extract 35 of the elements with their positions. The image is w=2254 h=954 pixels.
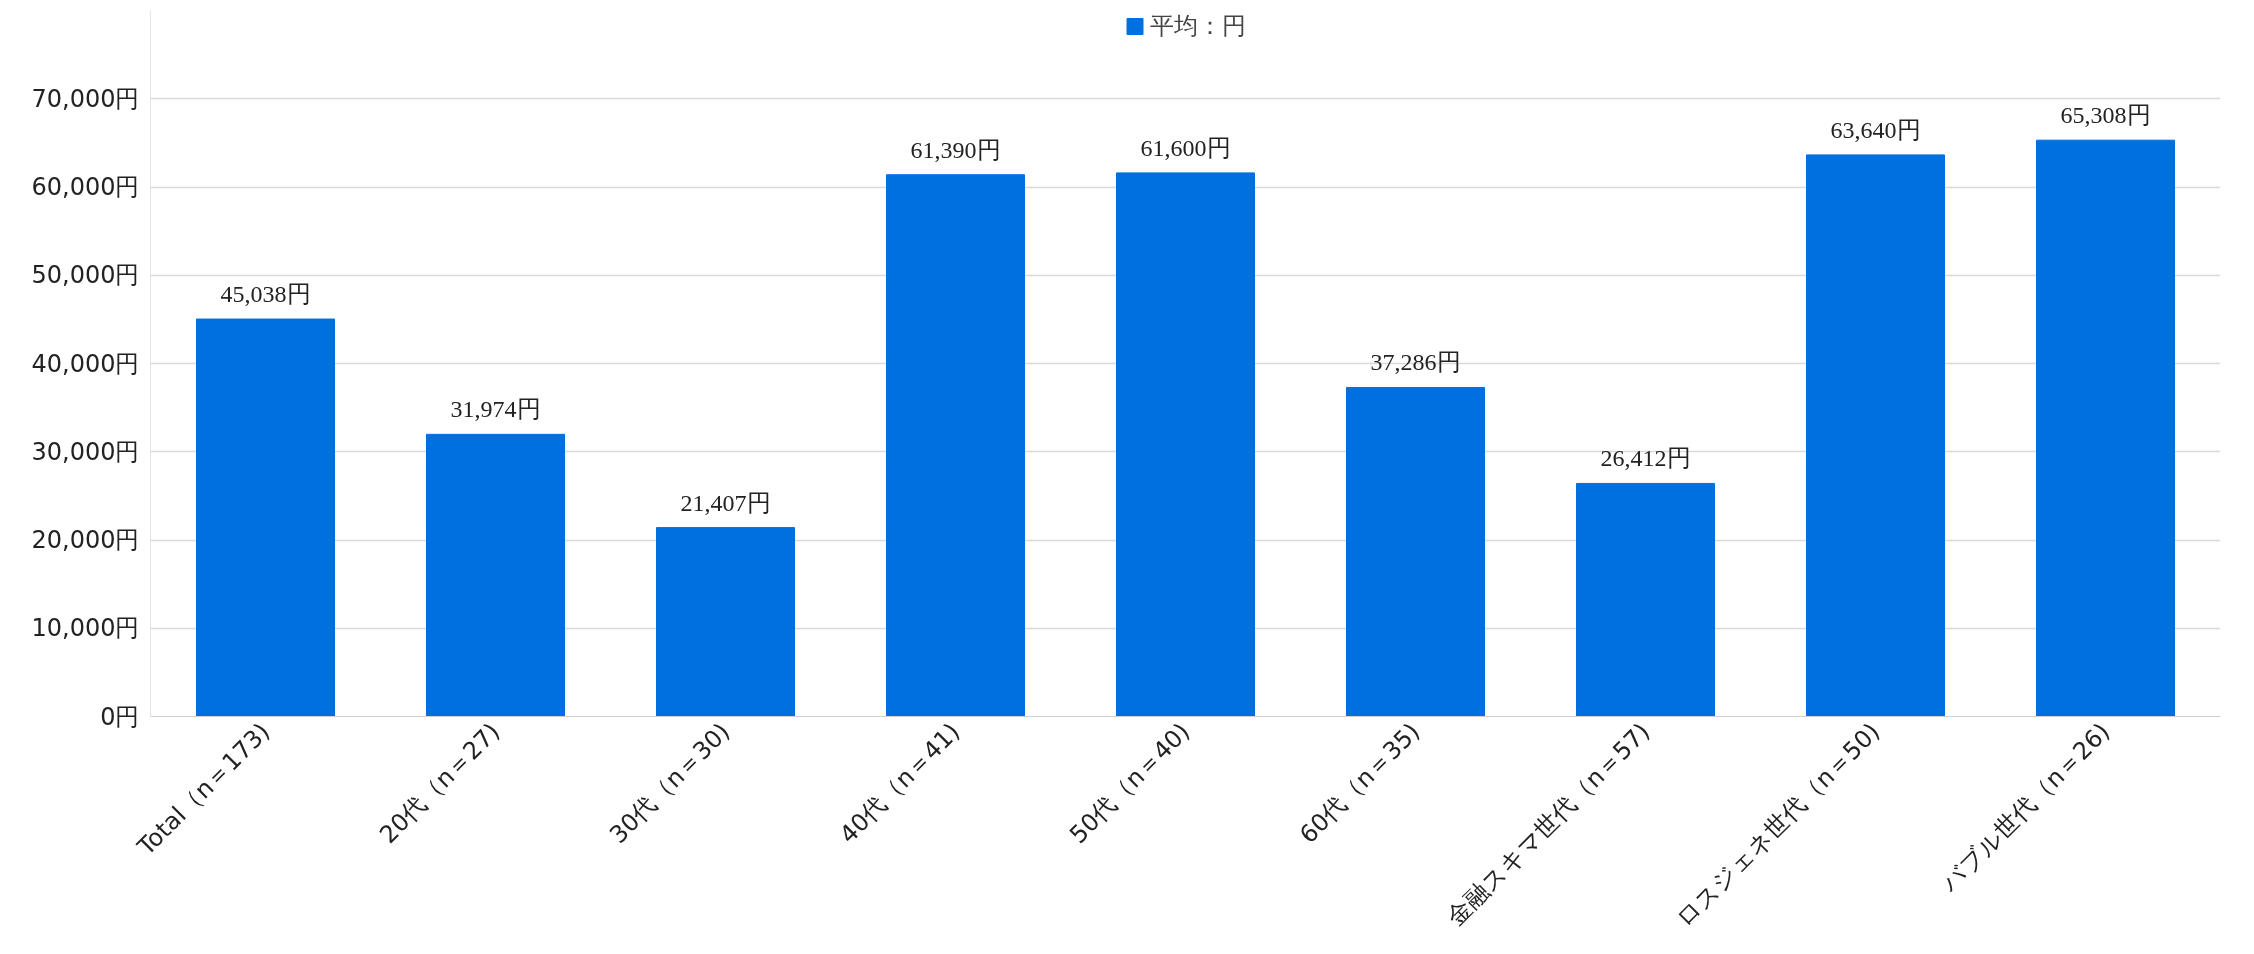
x-tick-label: 50代（n＝40) <box>1064 717 1196 849</box>
bar <box>1346 386 1485 717</box>
data-label: 37,286円 <box>1370 349 1461 376</box>
x-tick-label: 40代（n＝41) <box>834 717 966 849</box>
data-label: 21,407円 <box>680 489 771 516</box>
x-tick-label: バブル世代（n＝26) <box>1935 717 2116 898</box>
bar <box>656 527 795 717</box>
y-tick-label: 50,000円 <box>31 261 140 290</box>
data-label: 61,600円 <box>1140 134 1231 161</box>
y-tick-label: 70,000円 <box>31 84 140 113</box>
bar <box>2036 139 2175 717</box>
bar <box>426 433 565 717</box>
data-label: 45,038円 <box>220 281 311 308</box>
data-label: 26,412円 <box>1600 445 1691 472</box>
y-tick-label: 30,000円 <box>31 437 140 466</box>
x-tick-label: 20代（n＝27) <box>374 717 506 849</box>
data-label: 65,308円 <box>2060 102 2151 129</box>
y-tick-label: 10,000円 <box>31 614 140 643</box>
y-tick-label: 60,000円 <box>31 173 140 201</box>
bar <box>1116 172 1255 717</box>
x-tick-label: 金融スキマ世代（n＝57) <box>1441 717 1656 932</box>
bar <box>1576 482 1715 717</box>
data-label: 61,390円 <box>910 136 1001 163</box>
bar <box>886 174 1025 717</box>
bar <box>196 318 335 717</box>
y-tick-label: 20,000円 <box>31 526 140 554</box>
bar <box>1806 154 1945 717</box>
y-tick-label: 0円 <box>100 702 140 731</box>
y-tick-label: 40,000円 <box>31 349 140 378</box>
x-tick-label: 30代（n＝30) <box>604 717 736 849</box>
legend-label: 平均：円 <box>1149 11 1246 42</box>
x-tick-label: ロスジェネ世代（n＝50) <box>1670 717 1886 933</box>
x-tick-label: 60代（n＝35) <box>1294 717 1426 849</box>
data-label: 31,974円 <box>450 396 541 423</box>
data-label: 63,640円 <box>1830 116 1921 143</box>
